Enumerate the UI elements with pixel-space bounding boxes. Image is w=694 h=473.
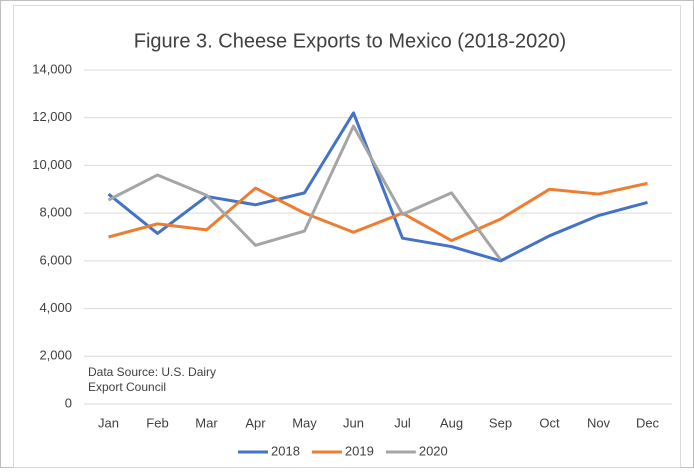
x-tick-label: Nov	[587, 415, 611, 430]
legend-label: 2020	[419, 443, 448, 458]
x-tick-label: Jan	[98, 415, 119, 430]
line-series	[107, 111, 648, 263]
x-tick-label: Mar	[195, 415, 218, 430]
line-series	[107, 124, 502, 261]
y-tick-label: 8,000	[39, 205, 72, 220]
y-tick-label: 0	[65, 395, 72, 410]
y-tick-label: 2,000	[39, 348, 72, 363]
x-tick-label: Jun	[343, 415, 364, 430]
x-tick-label: Apr	[245, 415, 266, 430]
y-tick-label: 12,000	[32, 109, 72, 124]
annotation: Data Source: U.S. Dairy	[88, 365, 216, 379]
y-tick-label: 14,000	[32, 61, 72, 76]
x-tick-label: Dec	[636, 415, 660, 430]
legend-label: 2018	[271, 443, 300, 458]
annotation: Export Council	[88, 380, 166, 394]
legend-label: 2019	[345, 443, 374, 458]
line-series	[108, 181, 648, 243]
x-tick-label: Aug	[440, 415, 463, 430]
x-tick-label: May	[292, 415, 317, 430]
x-tick-label: Sep	[489, 415, 512, 430]
y-tick-label: 10,000	[32, 157, 72, 172]
y-tick-label: 6,000	[39, 252, 72, 267]
y-tick-label: 4,000	[39, 300, 72, 315]
x-tick-label: Jul	[394, 415, 411, 430]
x-tick-label: Feb	[146, 415, 168, 430]
x-tick-label: Oct	[539, 415, 560, 430]
chart-title: Figure 3. Cheese Exports to Mexico (2018…	[134, 30, 566, 52]
